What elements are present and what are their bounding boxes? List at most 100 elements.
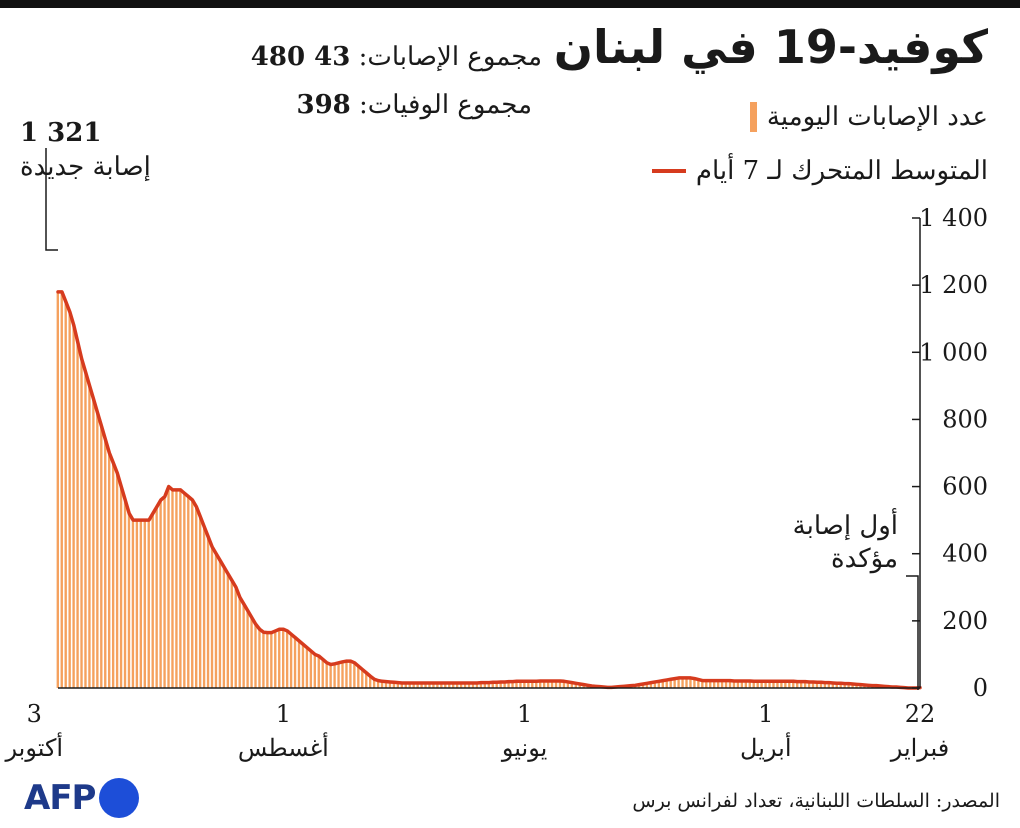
daily-case-bar [341,661,344,688]
daily-case-bar [487,682,490,688]
daily-case-bar [570,682,574,688]
daily-case-bar [784,681,787,688]
daily-case-bar [764,681,767,688]
daily-case-bar [448,682,451,688]
daily-case-bar [701,680,704,688]
daily-case-bar [84,372,87,688]
daily-case-bar [463,682,467,688]
y-tick-label: 800 [942,405,988,433]
daily-case-bar [88,385,91,688]
source-note: المصدر: السلطات اللبنانية، تعداد لفرانس … [632,790,1000,812]
daily-case-bar [198,516,202,688]
daily-case-bar [732,680,736,688]
daily-case-bar [222,567,226,688]
afp-logo: AFP [24,778,140,818]
daily-case-bar [483,682,487,688]
daily-case-bar [697,679,700,688]
daily-case-bar [297,641,301,688]
daily-case-bar [357,666,360,688]
daily-case-bar [119,486,123,688]
daily-case-bar [491,682,494,688]
x-tick-month: يونيو [501,734,547,762]
daily-case-bar [574,683,577,688]
daily-case-bar [376,680,380,688]
daily-case-bar [709,680,712,688]
daily-case-bar [246,610,249,688]
daily-case-bar [420,682,423,688]
daily-case-bar [131,520,135,688]
daily-case-bar [847,683,850,688]
daily-case-bar [803,681,807,688]
daily-case-bar [416,682,419,688]
daily-case-bar [444,682,447,688]
daily-case-bar [459,682,463,688]
daily-case-bar [226,573,230,688]
y-tick-label: 1 400 [919,204,988,232]
daily-case-bar [831,682,834,688]
daily-case-bar [210,547,214,688]
daily-case-bar [578,683,581,688]
daily-case-bar [408,682,411,688]
daily-case-bar [293,637,297,688]
daily-case-bar [815,682,819,688]
daily-case-bar [566,681,570,688]
daily-case-bar [539,680,542,688]
daily-case-bar [325,662,328,688]
daily-case-bar [68,312,71,688]
daily-case-bar [523,681,526,688]
daily-case-bar [768,681,771,688]
daily-case-bar [254,624,257,688]
daily-case-bar [258,629,261,688]
daily-case-bar [705,680,708,688]
page-title: كوفيد-19 في لبنان [553,20,988,74]
daily-case-bar [546,680,550,688]
daily-case-bar [788,681,791,688]
x-tick-month: فبراير [890,734,950,762]
daily-case-bar [274,630,277,688]
daily-case-bar [301,644,305,688]
daily-case-bar [238,597,241,688]
daily-case-bar [285,630,289,688]
daily-case-bar [796,681,799,688]
daily-case-bar [104,439,107,688]
daily-case-bar [214,553,218,688]
daily-case-bar [531,681,534,688]
total-deaths-value: 398 [296,90,351,120]
daily-case-bar [467,682,471,688]
legend-daily-cases-label: عدد الإصابات اليومية [766,102,988,132]
x-tick-month: أغسطس [238,731,329,762]
daily-case-bar [400,682,403,688]
daily-case-bar [811,681,815,688]
daily-case-bar [432,682,435,688]
legend-bar-swatch [749,102,757,132]
peak-leader-line [45,148,58,251]
total-cases-value: 43 480 [250,42,351,72]
daily-case-bar [475,682,479,688]
first-case-line-1: أول إصابة [792,511,898,541]
y-tick-label: 1 000 [919,338,988,366]
daily-case-bar [329,664,332,688]
daily-case-bar [167,486,170,688]
daily-case-bar [317,656,320,688]
daily-case-bar [305,647,309,688]
daily-case-bar [792,681,795,688]
daily-case-bar [123,500,127,688]
daily-case-bar [404,682,407,688]
daily-case-bar [337,662,340,688]
daily-case-bar [681,677,684,688]
daily-case-bar [511,681,514,688]
daily-case-bar [155,506,158,688]
daily-case-bar [392,682,396,688]
daily-case-bar [270,632,273,688]
daily-case-bar [115,473,119,688]
daily-case-bar [147,520,150,688]
daily-case-bar [471,682,475,688]
daily-case-bar [282,629,285,688]
daily-case-bar [380,681,384,688]
top-bar [0,0,1020,8]
daily-case-bar [179,489,182,688]
daily-case-bar [677,677,680,688]
daily-case-bar [653,681,657,688]
daily-case-bar [720,680,724,688]
daily-case-bar [740,680,744,688]
